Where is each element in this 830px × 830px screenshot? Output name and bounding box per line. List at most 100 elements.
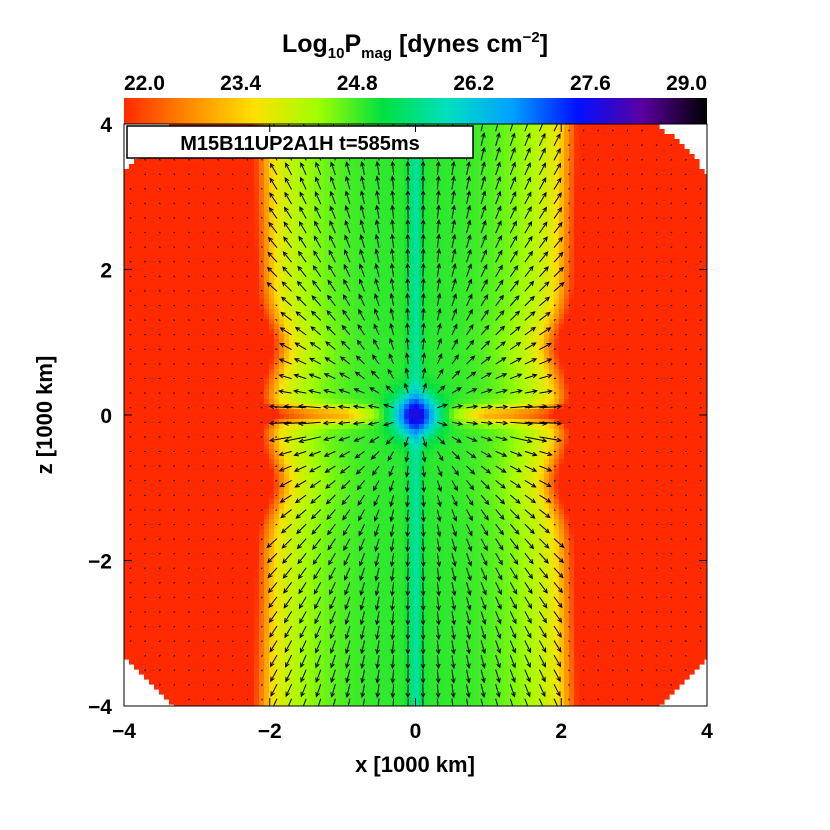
heatmap-cell	[504, 214, 510, 220]
heatmap-cell	[324, 249, 330, 255]
heatmap-cell	[134, 329, 140, 335]
heatmap-cell	[454, 229, 460, 235]
heatmap-cell	[164, 279, 170, 285]
heatmap-cell	[639, 209, 645, 215]
heatmap-cell	[654, 164, 660, 170]
heatmap-cell	[679, 209, 685, 215]
heatmap-cell	[619, 314, 625, 320]
heatmap-cell	[629, 239, 635, 245]
heatmap-cell	[144, 204, 150, 210]
heatmap-cell	[269, 214, 275, 220]
heatmap-cell	[489, 259, 495, 265]
heatmap-cell	[644, 234, 650, 240]
heatmap-cell	[479, 159, 485, 165]
heatmap-cell	[679, 284, 685, 290]
heatmap-cell	[584, 324, 590, 330]
heatmap-cell	[684, 274, 690, 280]
heatmap-cell	[639, 304, 645, 310]
heatmap-cell	[669, 274, 675, 280]
heatmap-cell	[284, 274, 290, 280]
heatmap-cell	[394, 169, 400, 175]
heatmap-cell	[249, 239, 255, 245]
heatmap-cell	[434, 254, 440, 260]
heatmap-cell	[239, 259, 245, 265]
heatmap-cell	[669, 329, 675, 335]
heatmap-cell	[299, 204, 305, 210]
heatmap-cell	[254, 224, 260, 230]
heatmap-cell	[589, 189, 595, 195]
heatmap-cell	[289, 329, 295, 335]
heatmap-cell	[679, 154, 685, 160]
heatmap-cell	[479, 129, 485, 135]
heatmap-cell	[259, 239, 265, 245]
heatmap-cell	[549, 224, 555, 230]
heatmap-cell	[699, 289, 705, 295]
heatmap-cell	[629, 124, 635, 130]
heatmap-cell	[199, 234, 205, 240]
heatmap-cell	[539, 199, 545, 205]
heatmap-cell	[644, 334, 650, 340]
heatmap-cell	[489, 284, 495, 290]
heatmap-cell	[654, 309, 660, 315]
heatmap-cell	[509, 289, 515, 295]
heatmap-cell	[169, 279, 175, 285]
heatmap-cell	[594, 154, 600, 160]
heatmap-cell	[309, 259, 315, 265]
heatmap-cell	[644, 269, 650, 275]
heatmap-cell	[299, 339, 305, 345]
heatmap-cell	[314, 289, 320, 295]
heatmap-cell	[214, 299, 220, 305]
heatmap-cell	[689, 334, 695, 340]
heatmap-cell	[259, 224, 265, 230]
heatmap-cell	[479, 219, 485, 225]
heatmap-cell	[219, 224, 225, 230]
heatmap-cell	[594, 159, 600, 165]
heatmap-cell	[384, 269, 390, 275]
heatmap-cell	[674, 219, 680, 225]
heatmap-cell	[199, 334, 205, 340]
heatmap-cell	[234, 209, 240, 215]
heatmap-cell	[654, 184, 660, 190]
heatmap-cell	[619, 129, 625, 135]
heatmap-cell	[234, 194, 240, 200]
heatmap-cell	[179, 204, 185, 210]
heatmap-cell	[564, 184, 570, 190]
heatmap-cell	[494, 224, 500, 230]
heatmap-cell	[684, 254, 690, 260]
heatmap-cell	[494, 264, 500, 270]
heatmap-cell	[499, 274, 505, 280]
heatmap-cell	[539, 244, 545, 250]
heatmap-cell	[199, 184, 205, 190]
heatmap-cell	[254, 259, 260, 265]
heatmap-cell	[199, 179, 205, 185]
heatmap-cell	[249, 284, 255, 290]
heatmap-cell	[404, 209, 410, 215]
heatmap-cell	[364, 189, 370, 195]
heatmap-cell	[189, 159, 195, 165]
heatmap-cell	[199, 189, 205, 195]
heatmap-cell	[424, 319, 430, 325]
heatmap-cell	[249, 279, 255, 285]
heatmap-cell	[609, 314, 615, 320]
heatmap-cell	[509, 269, 515, 275]
heatmap-cell	[579, 264, 585, 270]
heatmap-cell	[134, 169, 140, 175]
heatmap-cell	[319, 294, 325, 300]
heatmap-cell	[569, 309, 575, 315]
heatmap-cell	[659, 314, 665, 320]
heatmap-cell	[609, 219, 615, 225]
heatmap-cell	[569, 139, 575, 145]
heatmap-cell	[209, 244, 215, 250]
heatmap-cell	[524, 269, 530, 275]
heatmap-cell	[404, 244, 410, 250]
heatmap-cell	[459, 244, 465, 250]
heatmap-cell	[184, 164, 190, 170]
heatmap-cell	[684, 234, 690, 240]
heatmap-cell	[564, 234, 570, 240]
heatmap-cell	[464, 239, 470, 245]
heatmap-cell	[459, 209, 465, 215]
heatmap-cell	[634, 159, 640, 165]
heatmap-cell	[629, 269, 635, 275]
heatmap-cell	[464, 204, 470, 210]
heatmap-cell	[524, 309, 530, 315]
